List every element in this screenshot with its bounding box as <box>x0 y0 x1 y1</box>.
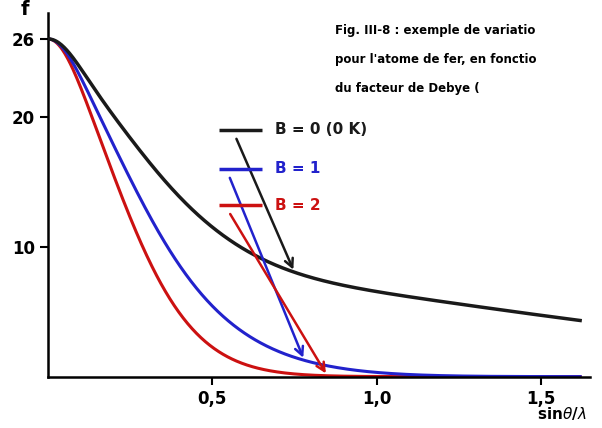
Text: Fig. III-8 : exemple de variatio: Fig. III-8 : exemple de variatio <box>335 24 536 37</box>
Text: B = 1: B = 1 <box>275 161 320 176</box>
Text: f: f <box>21 0 29 19</box>
Text: pour l'atome de fer, en fonctio: pour l'atome de fer, en fonctio <box>335 53 537 66</box>
Text: du facteur de Debye (: du facteur de Debye ( <box>335 82 480 95</box>
Text: B = 0 (0 K): B = 0 (0 K) <box>275 122 367 137</box>
Text: B = 2: B = 2 <box>275 198 320 213</box>
Text: sin$\theta$/$\lambda$: sin$\theta$/$\lambda$ <box>538 405 587 422</box>
